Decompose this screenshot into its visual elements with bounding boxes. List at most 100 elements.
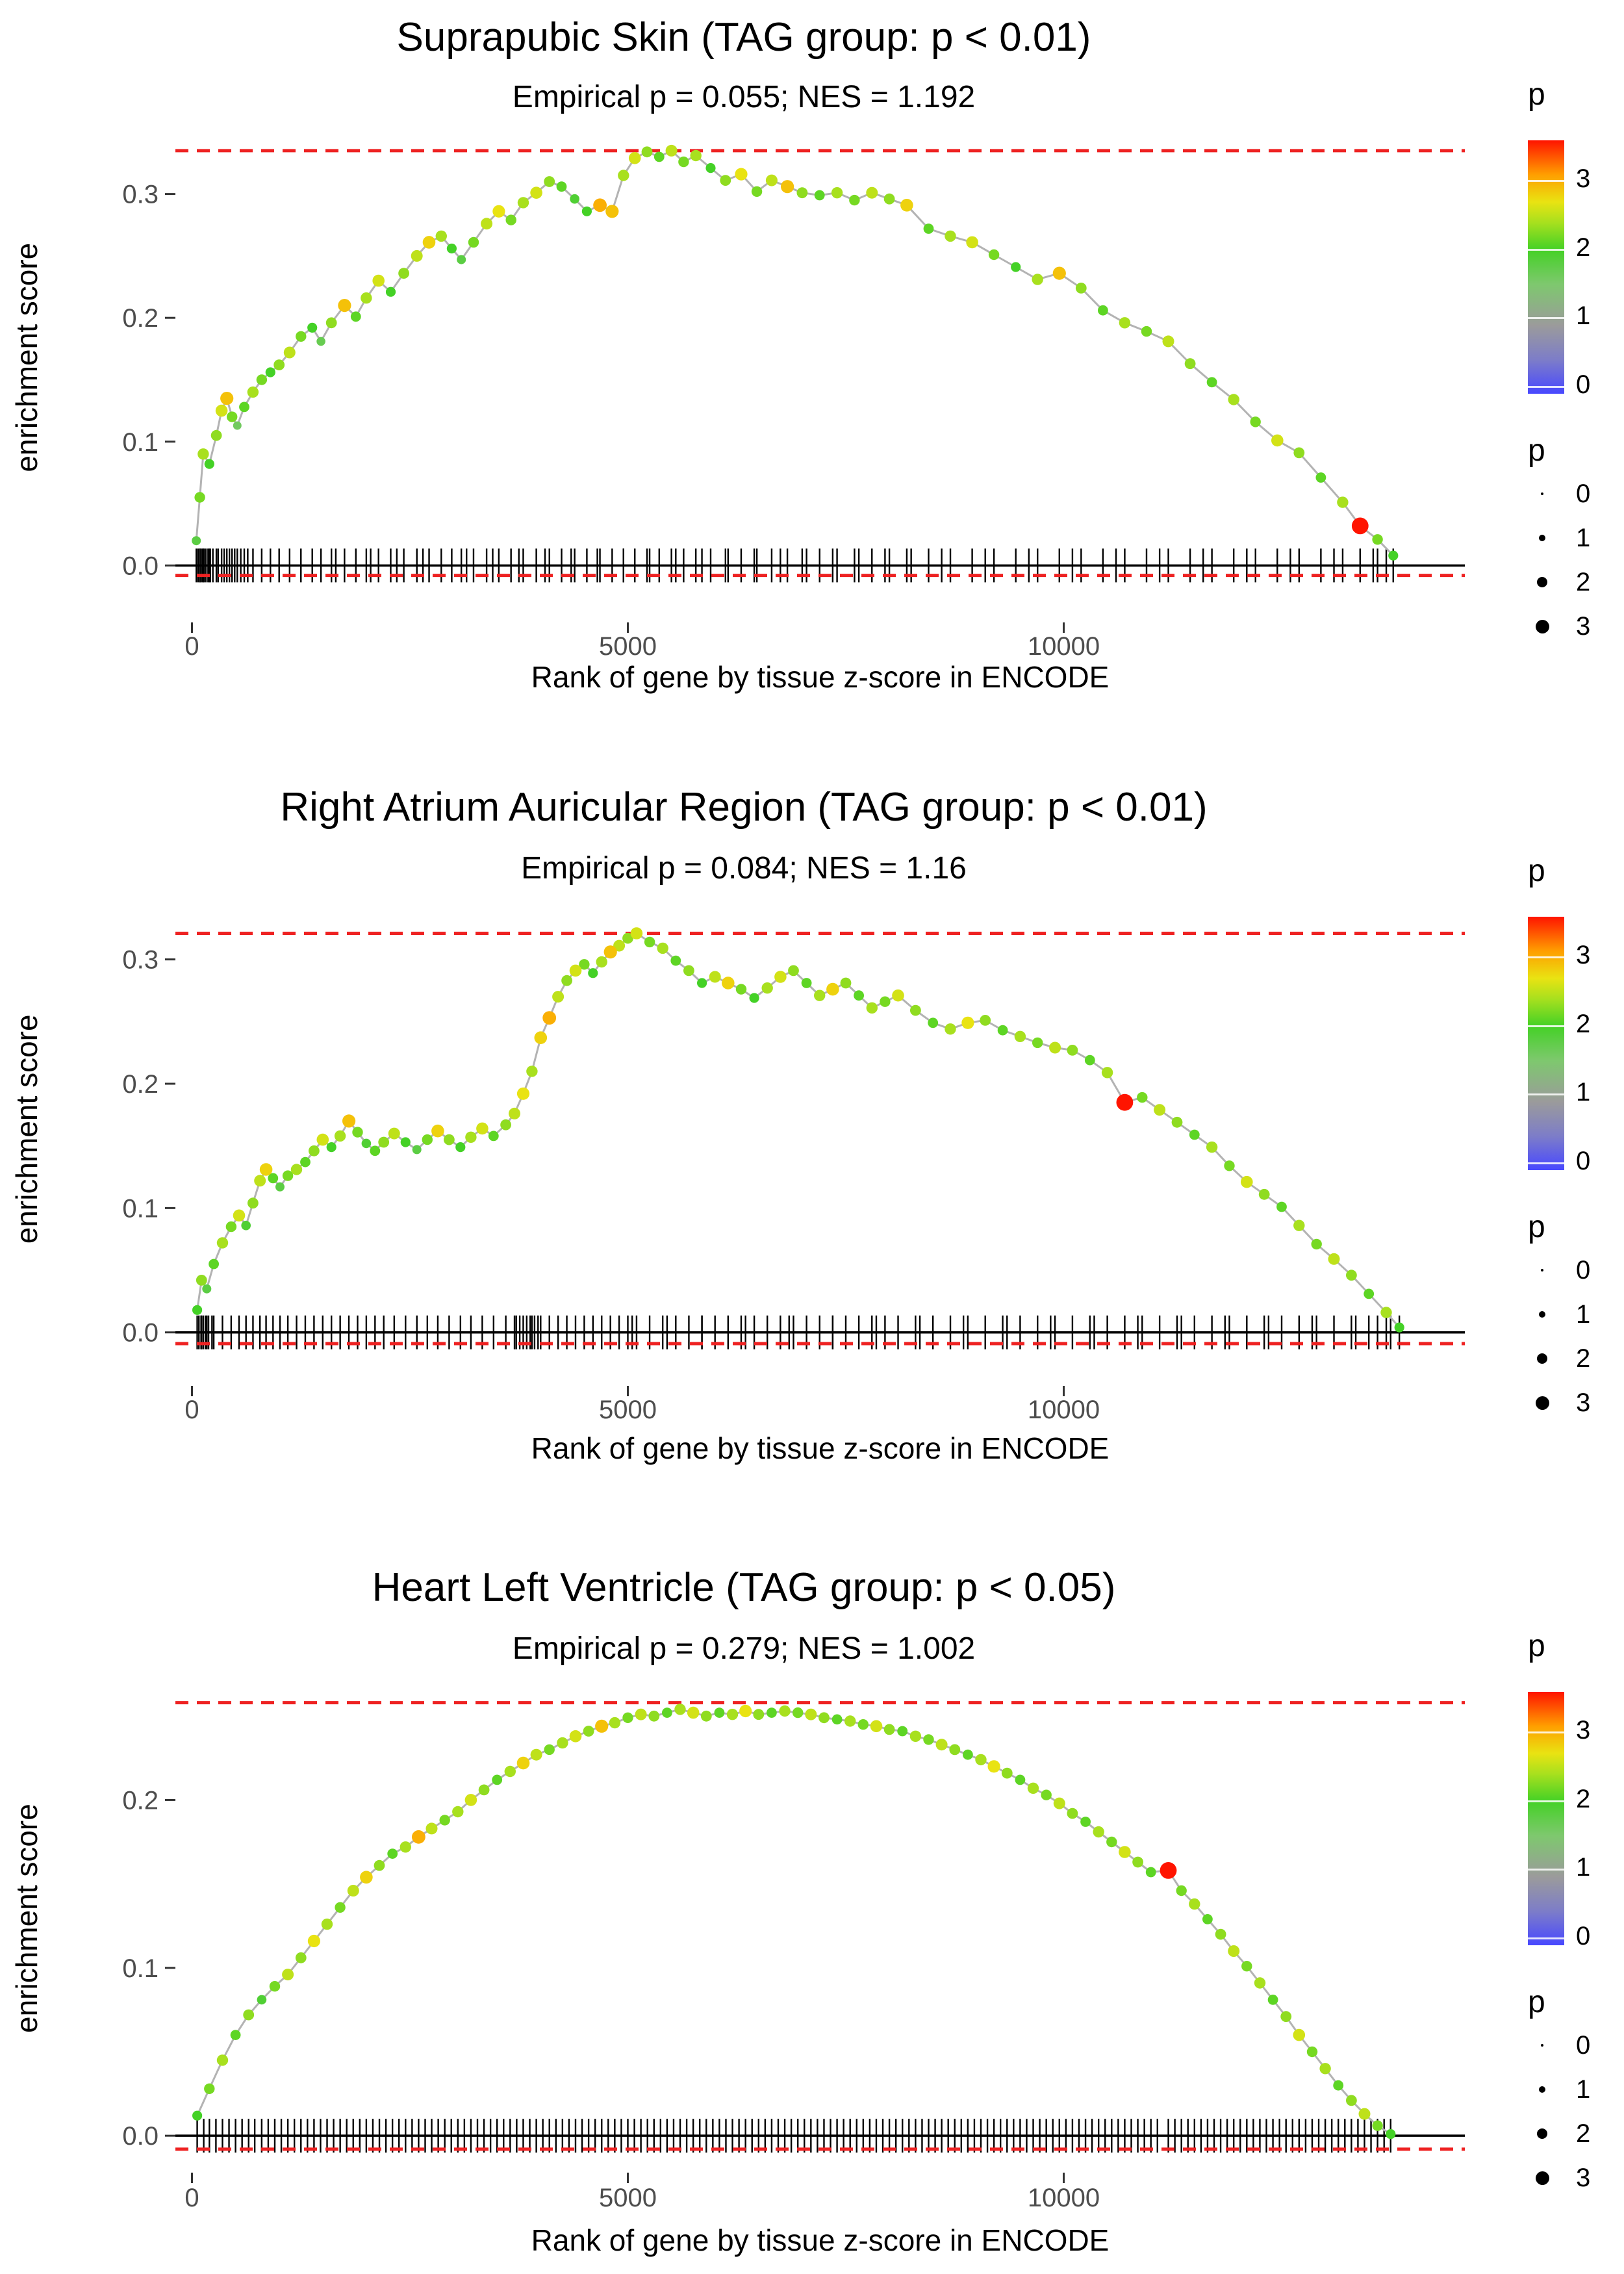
gene-point: [603, 945, 617, 959]
gene-point: [269, 1981, 281, 1992]
gene-point: [648, 1710, 660, 1722]
gene-point: [1386, 2129, 1396, 2140]
size-dot-wrap: [1528, 1269, 1556, 1271]
gene-point: [233, 1209, 246, 1222]
gene-point: [509, 1107, 520, 1119]
gene-point: [422, 236, 436, 249]
gene-point: [425, 1822, 438, 1835]
gene-point: [1267, 1995, 1278, 2005]
gene-point: [857, 1719, 869, 1730]
gene-point: [751, 186, 763, 197]
y-axis-tick-label: 0.0: [122, 552, 159, 580]
gene-point: [1215, 1928, 1226, 1940]
size-legend-label: 1: [1576, 2075, 1591, 2104]
gene-point: [259, 1163, 273, 1176]
gene-point: [767, 1707, 777, 1718]
gene-point: [517, 197, 529, 209]
chart-title: Suprapubic Skin (TAG group: p < 0.01): [396, 15, 1091, 60]
gene-point: [556, 181, 567, 192]
gene-point: [241, 1220, 251, 1231]
chart-subtitle: Empirical p = 0.055; NES = 1.192: [512, 80, 976, 114]
gene-point: [552, 991, 565, 1003]
size-dot-icon: [1541, 492, 1543, 495]
gene-point: [1041, 1789, 1052, 1800]
gene-point: [488, 1131, 499, 1142]
gene-point: [307, 322, 318, 333]
gene-point: [1346, 1270, 1357, 1281]
color-legend-title: p: [1528, 854, 1545, 888]
colorbar-label: 1: [1576, 1853, 1591, 1882]
gene-point: [1293, 2028, 1306, 2041]
gene-point: [722, 977, 735, 990]
size-legend-label: 3: [1576, 611, 1591, 641]
colorbar-tick: [1528, 1731, 1564, 1733]
gene-point: [388, 1127, 400, 1140]
size-legend-label: 3: [1576, 2163, 1591, 2192]
size-dot-wrap: [1528, 535, 1556, 541]
gene-point: [435, 230, 447, 242]
gene-point: [866, 186, 878, 199]
gene-point: [987, 1760, 1000, 1773]
gene-point: [1032, 274, 1043, 285]
gene-point: [866, 1002, 878, 1014]
gene-point: [1106, 1836, 1117, 1848]
gene-point: [1293, 447, 1305, 459]
y-axis-title: enrichment score: [10, 1804, 44, 2033]
gene-point: [1250, 416, 1261, 428]
gene-point: [945, 1023, 956, 1035]
colorbar-label: 0: [1576, 1922, 1591, 1950]
gene-point: [1228, 1945, 1240, 1957]
y-axis-tick-label: 0.3: [122, 946, 159, 975]
x-axis-title: Rank of gene by tissue z-score in ENCODE: [531, 660, 1110, 694]
size-dot-wrap: [1528, 2044, 1556, 2047]
gene-point: [204, 459, 214, 469]
gene-point: [687, 1706, 700, 1719]
gene-point: [674, 1704, 686, 1715]
gene-point: [697, 978, 707, 988]
gene-point: [1189, 1898, 1200, 1910]
gene-point: [749, 993, 759, 1003]
size-dot-icon: [1535, 2171, 1549, 2185]
size-legend-label: 2: [1576, 1344, 1591, 1373]
gene-point: [774, 971, 787, 983]
gene-point: [595, 1719, 609, 1733]
gene-point: [268, 1173, 279, 1184]
gene-point: [831, 1714, 843, 1725]
gene-point: [1171, 1116, 1183, 1128]
x-axis-tick-label: 5000: [599, 2184, 657, 2212]
y-axis-tick-label: 0.1: [122, 1954, 159, 1983]
gene-point: [739, 1704, 752, 1718]
gene-point: [1032, 1037, 1043, 1049]
gene-point: [360, 1871, 373, 1884]
gene-point: [1333, 2080, 1344, 2091]
size-legend-row: 1: [1528, 2070, 1623, 2109]
gene-point: [726, 1709, 739, 1720]
color-gradient-bar: [1528, 1692, 1564, 1945]
gene-point: [202, 1284, 212, 1294]
y-axis-tick-label: 0.2: [122, 304, 159, 333]
gene-point: [542, 1011, 557, 1025]
gene-point: [385, 287, 396, 297]
gene-point: [1137, 1092, 1148, 1103]
size-dot-icon: [1539, 2086, 1545, 2093]
colorbar-tick: [1528, 1800, 1564, 1802]
gene-point: [233, 421, 242, 430]
gene-point: [243, 2009, 255, 2021]
gene-point: [204, 2083, 215, 2094]
gene-point: [1358, 2108, 1371, 2120]
size-legend-label: 0: [1576, 1255, 1591, 1284]
gene-point: [530, 1748, 542, 1761]
size-legend-row: 0: [1528, 1251, 1623, 1290]
colorbar-label: 0: [1576, 1147, 1591, 1175]
chart-subtitle: Empirical p = 0.279; NES = 1.002: [512, 1631, 976, 1666]
gene-point: [492, 205, 505, 218]
size-dot-icon: [1539, 1311, 1545, 1318]
gene-point: [516, 1756, 530, 1770]
size-dot-icon: [1535, 619, 1549, 633]
gene-point: [194, 492, 205, 503]
gene-point: [372, 274, 385, 287]
colorbar-tick: [1528, 1869, 1564, 1871]
gene-point: [361, 1138, 372, 1149]
gene-point: [398, 268, 409, 279]
gene-point: [1075, 283, 1087, 294]
